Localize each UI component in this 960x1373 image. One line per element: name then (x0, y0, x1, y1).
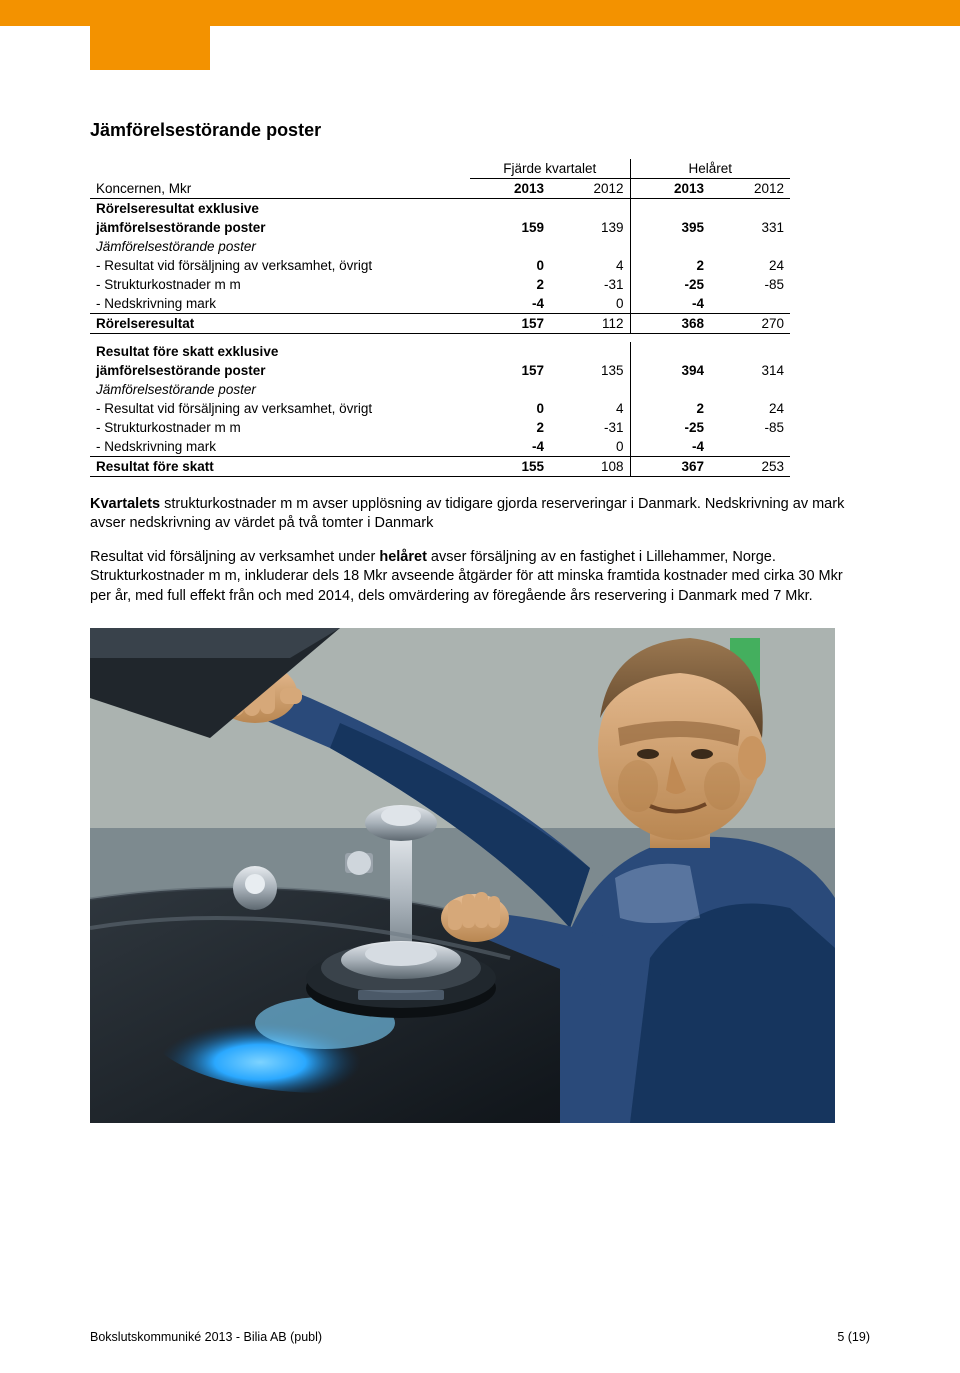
cell: 0 (470, 256, 550, 275)
financial-table: Fjärde kvartalet Helåret Koncernen, Mkr … (90, 159, 790, 477)
row-label: Resultat före skatt (90, 456, 470, 476)
cell: -31 (550, 418, 630, 437)
cell: -31 (550, 275, 630, 294)
row-label: Rörelseresultat (90, 314, 470, 334)
table-row: Rörelseresultat157112368270 (90, 314, 790, 334)
cell: 394 (630, 361, 710, 380)
header-orange-tab (90, 0, 210, 70)
row-label: jämförelsestörande poster (90, 218, 470, 237)
table-row: - Resultat vid försäljning av verksamhet… (90, 399, 790, 418)
cell (630, 342, 710, 361)
cell (470, 199, 550, 219)
cell: 135 (550, 361, 630, 380)
cell (550, 237, 630, 256)
cell: -25 (630, 275, 710, 294)
cell: 253 (710, 456, 790, 476)
table-row: Jämförelsestörande poster (90, 237, 790, 256)
cell: 108 (550, 456, 630, 476)
cell: 2 (470, 275, 550, 294)
row-label: - Strukturkostnader m m (90, 275, 470, 294)
cell: 368 (630, 314, 710, 334)
row-label: - Resultat vid försäljning av verksamhet… (90, 399, 470, 418)
cell (710, 237, 790, 256)
cell (710, 342, 790, 361)
cell: 4 (550, 399, 630, 418)
cell: 367 (630, 456, 710, 476)
cell (630, 237, 710, 256)
cell: 314 (710, 361, 790, 380)
cell: 2 (630, 399, 710, 418)
cell (630, 380, 710, 399)
table-row: - Nedskrivning mark-40-4 (90, 437, 790, 457)
cell: 24 (710, 256, 790, 275)
footer-left: Bokslutskommuniké 2013 - Bilia AB (publ) (90, 1330, 322, 1344)
cell: -4 (470, 437, 550, 457)
cell (630, 199, 710, 219)
table-row: - Nedskrivning mark-40-4 (90, 294, 790, 314)
cell (550, 342, 630, 361)
col-group-year: Helåret (630, 159, 790, 179)
cell: 4 (550, 256, 630, 275)
year-2012-y: 2012 (710, 179, 790, 199)
cell (710, 437, 790, 457)
cell (470, 237, 550, 256)
row-header-label: Koncernen, Mkr (90, 179, 470, 199)
cell: -85 (710, 275, 790, 294)
cell: 155 (470, 456, 550, 476)
cell: -25 (630, 418, 710, 437)
table-row: - Strukturkostnader m m2-31-25-85 (90, 275, 790, 294)
row-label: - Strukturkostnader m m (90, 418, 470, 437)
cell: 157 (470, 314, 550, 334)
table-row: Resultat före skatt exklusive (90, 342, 790, 361)
table-row: Jämförelsestörande poster (90, 380, 790, 399)
cell (470, 342, 550, 361)
row-label: Rörelseresultat exklusive (90, 199, 470, 219)
row-label: - Nedskrivning mark (90, 294, 470, 314)
row-label: Jämförelsestörande poster (90, 237, 470, 256)
row-label: Jämförelsestörande poster (90, 380, 470, 399)
year-2013-y: 2013 (630, 179, 710, 199)
cell: 2 (630, 256, 710, 275)
col-group-q4: Fjärde kvartalet (470, 159, 630, 179)
photo-mechanic (90, 628, 835, 1123)
table-row: jämförelsestörande poster159139395331 (90, 218, 790, 237)
cell (710, 199, 790, 219)
table-row: - Resultat vid försäljning av verksamhet… (90, 256, 790, 275)
table-row: jämförelsestörande poster157135394314 (90, 361, 790, 380)
cell: 270 (710, 314, 790, 334)
paragraph-2: Resultat vid försäljning av verksamhet u… (90, 548, 850, 607)
cell: 159 (470, 218, 550, 237)
row-label: Resultat före skatt exklusive (90, 342, 470, 361)
cell: 0 (550, 437, 630, 457)
cell: -4 (630, 437, 710, 457)
footer-right: 5 (19) (837, 1330, 870, 1344)
cell: -85 (710, 418, 790, 437)
cell: 2 (470, 418, 550, 437)
cell (470, 380, 550, 399)
row-label: - Resultat vid försäljning av verksamhet… (90, 256, 470, 275)
year-2013-q: 2013 (470, 179, 550, 199)
cell (710, 380, 790, 399)
paragraph-1: Kvartalets strukturkostnader m m avser u… (90, 495, 850, 534)
cell: 24 (710, 399, 790, 418)
table-row: Rörelseresultat exklusive (90, 199, 790, 219)
cell: 395 (630, 218, 710, 237)
section-title: Jämförelsestörande poster (90, 120, 870, 141)
year-2012-q: 2012 (550, 179, 630, 199)
cell: -4 (470, 294, 550, 314)
cell (550, 380, 630, 399)
cell: 139 (550, 218, 630, 237)
cell: 0 (470, 399, 550, 418)
cell: -4 (630, 294, 710, 314)
cell: 331 (710, 218, 790, 237)
cell: 157 (470, 361, 550, 380)
cell: 112 (550, 314, 630, 334)
row-label: - Nedskrivning mark (90, 437, 470, 457)
cell (550, 199, 630, 219)
row-label: jämförelsestörande poster (90, 361, 470, 380)
cell (710, 294, 790, 314)
table-row: Resultat före skatt155108367253 (90, 456, 790, 476)
cell: 0 (550, 294, 630, 314)
table-row: - Strukturkostnader m m2-31-25-85 (90, 418, 790, 437)
